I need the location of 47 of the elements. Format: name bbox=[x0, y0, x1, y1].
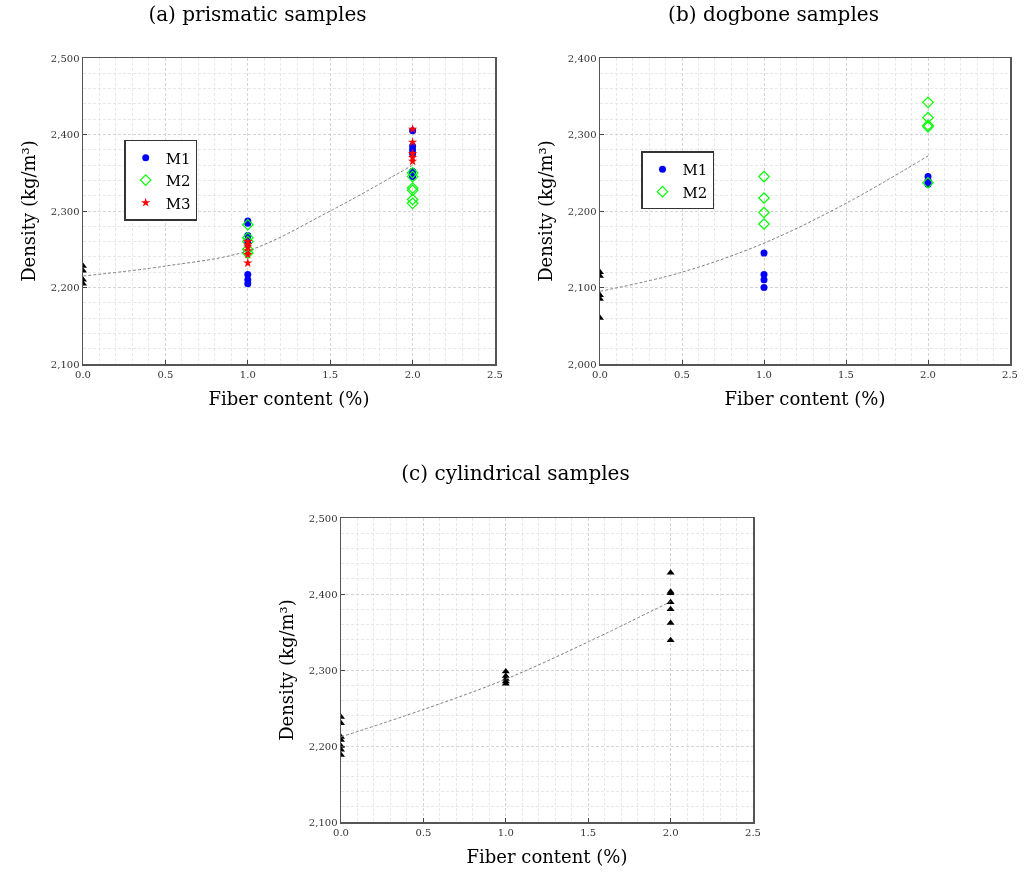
x-tick-label: 0.5 bbox=[415, 826, 432, 838]
x-axis-title: Fiber content (%) bbox=[208, 388, 370, 410]
x-axis-title: Fiber content (%) bbox=[724, 388, 886, 410]
y-tick-label: 2,200 bbox=[567, 205, 597, 217]
x-tick-label: 1.5 bbox=[838, 368, 854, 380]
y-tick-label: 2,300 bbox=[50, 205, 80, 217]
x-tick-label: 2.0 bbox=[662, 826, 679, 838]
y-tick-label: 2,500 bbox=[308, 512, 338, 524]
chart-title: (b) dogbone samples bbox=[668, 1, 879, 26]
legend-label: M3 bbox=[165, 194, 191, 213]
y-tick-label: 2,000 bbox=[567, 358, 597, 370]
x-axis-title: Fiber content (%) bbox=[466, 846, 628, 868]
legend-label: M2 bbox=[165, 172, 191, 190]
y-tick-label: 2,400 bbox=[567, 52, 597, 64]
y-tick-label: 2,100 bbox=[308, 816, 338, 828]
x-tick-label: 0.0 bbox=[592, 368, 608, 380]
y-tick-label: 2,400 bbox=[50, 129, 80, 140]
y-tick-label: 2,200 bbox=[308, 740, 338, 752]
x-tick-label: 2.5 bbox=[745, 826, 761, 838]
x-tick-label: 1.0 bbox=[239, 368, 256, 380]
y-tick-label: 2,200 bbox=[50, 282, 80, 293]
x-tick-label: 0.0 bbox=[75, 368, 91, 380]
chart-title: (c) cylindrical samples bbox=[401, 461, 630, 486]
chart-title: (a) prismatic samples bbox=[148, 1, 367, 26]
legend-label: M2 bbox=[682, 183, 708, 202]
y-tick-label: 2,100 bbox=[567, 282, 597, 293]
y-tick-label: 2,500 bbox=[50, 52, 80, 64]
legend-label: M1 bbox=[165, 149, 191, 168]
y-axis-title: Density (kg/m³) bbox=[18, 140, 40, 282]
y-axis-title: Density (kg/m³) bbox=[276, 599, 298, 741]
x-tick-label: 0.0 bbox=[333, 826, 349, 838]
x-tick-label: 2.5 bbox=[1002, 368, 1018, 380]
y-tick-label: 2,100 bbox=[50, 358, 80, 370]
x-tick-label: 1.0 bbox=[497, 826, 514, 838]
x-tick-label: 0.5 bbox=[674, 368, 690, 380]
y-tick-label: 2,300 bbox=[567, 129, 597, 140]
x-tick-label: 2.0 bbox=[920, 368, 936, 380]
x-tick-label: 1.5 bbox=[580, 826, 597, 838]
y-axis-title: Density (kg/m³) bbox=[535, 140, 557, 282]
legend-label: M1 bbox=[682, 161, 708, 179]
x-tick-label: 1.0 bbox=[756, 368, 772, 380]
y-tick-label: 2,400 bbox=[308, 588, 338, 600]
x-tick-label: 2.0 bbox=[404, 368, 421, 380]
x-tick-label: 0.5 bbox=[157, 368, 174, 380]
x-tick-label: 1.5 bbox=[322, 368, 339, 380]
x-tick-label: 2.5 bbox=[487, 368, 503, 380]
y-tick-label: 2,300 bbox=[308, 664, 338, 676]
